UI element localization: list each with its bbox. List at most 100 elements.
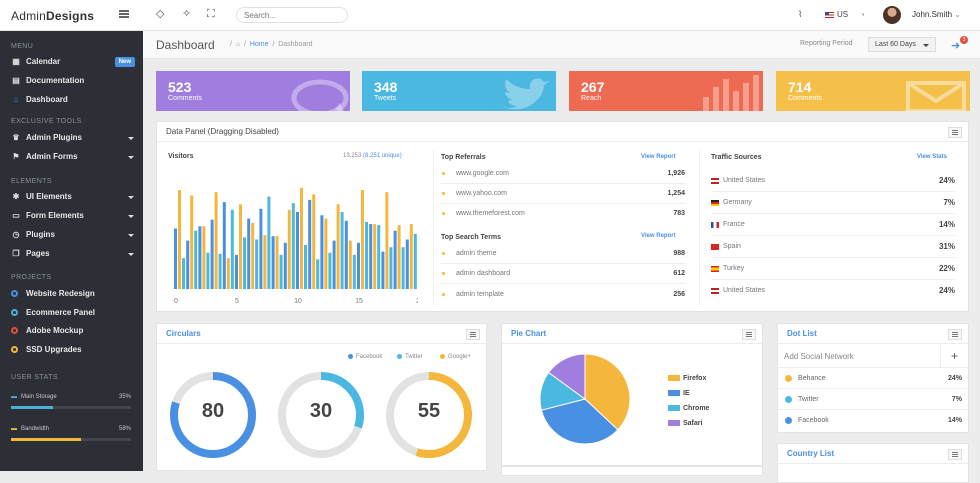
visitors-bar <box>226 258 230 289</box>
fullscreen-icon[interactable]: ⛶ <box>207 8 215 20</box>
bullet-icon <box>442 212 445 215</box>
visitors-bar <box>214 192 218 289</box>
visitors-bar <box>332 240 336 289</box>
traffic-row[interactable]: France 14% <box>711 214 955 236</box>
sidebar-item-ecommerce-panel[interactable]: Ecommerce Panel <box>11 306 137 320</box>
avatar[interactable] <box>883 6 901 24</box>
panel-menu-icon[interactable] <box>948 127 962 138</box>
referrals-view-report-link[interactable]: View Report <box>641 154 676 160</box>
sidebar-item-dashboard[interactable]: ⌂ Dashboard <box>11 93 137 107</box>
user-menu[interactable]: John.Smith ⌄ <box>912 10 961 19</box>
stat-tile-comments-2[interactable]: 714 Comments <box>776 71 970 111</box>
list-item[interactable]: www.yahoo.com 1,254 <box>441 184 685 204</box>
traffic-row[interactable]: United States 24% <box>711 170 955 192</box>
list-item[interactable]: www.themeforest.com 783 <box>441 204 685 224</box>
visitors-bar <box>397 225 401 289</box>
list-item[interactable]: admin theme 988 <box>441 244 685 264</box>
language-selector[interactable]: US <box>825 10 848 19</box>
pages-icon: ❐ <box>12 249 20 258</box>
visitors-bar <box>259 208 263 289</box>
panel-menu-icon[interactable] <box>948 449 962 460</box>
reporting-period-select[interactable]: Last 60 Days <box>868 37 936 52</box>
wifi-icon[interactable]: ⌇ <box>798 9 803 19</box>
visitors-bar <box>291 203 295 289</box>
visitors-bar <box>413 234 417 289</box>
visitors-bar <box>279 254 283 289</box>
sidebar-item-admin-plugins[interactable]: ♛ Admin Plugins <box>11 131 137 145</box>
signout-icon[interactable]: ➜ <box>951 40 961 52</box>
sidebar-item-documentation[interactable]: ▤ Documentation <box>11 74 137 88</box>
stat-tile-reach[interactable]: 267 Reach <box>569 71 763 111</box>
chevron-down-icon <box>128 137 134 140</box>
bandwidth-progress-bar <box>11 438 131 441</box>
visitors-bar <box>401 247 405 289</box>
sidebar-item-plugins[interactable]: ◷ Plugins <box>11 228 137 242</box>
traffic-row[interactable]: United States 24% <box>711 280 955 302</box>
menu-toggle-icon[interactable] <box>119 10 129 18</box>
visitors-bar <box>206 252 210 289</box>
stat-tile-comments[interactable]: 523 Comments <box>156 71 350 111</box>
sidebar-item-ui-elements[interactable]: ✱ UI Elements <box>11 190 137 204</box>
chevron-down-icon <box>128 156 134 159</box>
chevron-down-icon <box>128 215 134 218</box>
stat-bandwidth: ▬ Bandwidth 58% <box>11 426 131 432</box>
visitors-bar <box>186 240 190 289</box>
sidebar-item-ssd-upgrades[interactable]: SSD Upgrades <box>11 343 137 357</box>
data-panel-title: Data Panel (Dragging Disabled) <box>157 122 968 142</box>
visitors-bar <box>373 224 377 289</box>
traffic-row[interactable]: Turkey 22% <box>711 258 955 280</box>
france-flag-icon <box>711 222 719 228</box>
sidebar-item-form-elements[interactable]: ▭ Form Elements <box>11 209 137 223</box>
search-input[interactable] <box>236 7 348 23</box>
list-item[interactable]: Facebook 14% <box>778 410 968 431</box>
legend-twitter: Twitter <box>397 354 423 360</box>
visitors-bar <box>287 209 291 289</box>
dot-list-panel: Dot List Add Social Network + Behance 24%… <box>777 323 969 433</box>
visitors-bar <box>267 196 271 289</box>
panel-menu-icon[interactable] <box>948 329 962 340</box>
home-icon[interactable]: ⌂ <box>235 41 241 48</box>
list-item[interactable]: www.google.com 1,926 <box>441 164 685 184</box>
visitors-bar <box>304 245 307 289</box>
traffic-row[interactable]: Spain 31% <box>711 236 955 258</box>
pie-slice <box>584 354 631 431</box>
sidebar-item-website-redesign[interactable]: Website Redesign <box>11 287 137 301</box>
x-tick-label: 5 <box>235 298 239 305</box>
panel-menu-icon[interactable] <box>466 329 480 340</box>
trophy-icon: ♛ <box>12 133 20 142</box>
magic-wand-icon[interactable]: ✧ <box>182 8 192 20</box>
pie-chart <box>539 354 631 444</box>
traffic-view-stats-link[interactable]: View Stats <box>917 154 947 160</box>
list-item[interactable]: admin dashboard 612 <box>441 264 685 284</box>
chevron-down-icon <box>128 253 134 256</box>
donut-chart-twitter: 30 <box>272 372 370 458</box>
diamond-icon[interactable]: ◇ <box>156 8 165 20</box>
visitors-bar <box>312 194 316 289</box>
pie-legend-firefox: Firefox <box>668 375 706 382</box>
visitors-bar <box>381 251 385 289</box>
traffic-row[interactable]: Germany 7% <box>711 192 955 214</box>
breadcrumb-home-link[interactable]: Home <box>249 41 269 48</box>
sidebar-item-admin-forms[interactable]: ⚑ Admin Forms <box>11 150 137 164</box>
page-header: Dashboard / ⌂ / Home / Dashboard Reporti… <box>143 31 980 59</box>
x-tick-label: 15 <box>355 298 363 305</box>
add-social-network-input[interactable]: Add Social Network <box>784 352 854 361</box>
panel-menu-icon[interactable] <box>742 329 756 340</box>
flag-icon: ⚑ <box>12 152 20 161</box>
sidebar-item-calendar[interactable]: ▦ Calendar New <box>11 55 137 69</box>
home-icon: ⌂ <box>13 95 19 104</box>
sidebar-item-pages[interactable]: ❐ Pages <box>11 247 137 261</box>
add-icon[interactable]: + <box>940 345 968 368</box>
stat-tile-tweets[interactable]: 348 Tweets <box>362 71 556 111</box>
us-flag-icon <box>711 178 719 184</box>
sidebar-item-adobe-mockup[interactable]: Adobe Mockup <box>11 324 137 338</box>
list-item[interactable]: Twitter 7% <box>778 389 968 410</box>
visitors-bar-chart: 0 5 10 15 20 <box>174 187 418 305</box>
visitors-bar <box>357 242 360 289</box>
breadcrumb: / ⌂ / Home / Dashboard <box>230 41 313 48</box>
list-item[interactable]: admin template 256 <box>441 285 685 305</box>
visitors-bar <box>344 220 348 289</box>
search-view-report-link[interactable]: View Report <box>641 233 676 239</box>
brand-logo[interactable]: AdminDesigns <box>11 9 95 23</box>
list-item[interactable]: Behance 24% <box>778 368 968 389</box>
